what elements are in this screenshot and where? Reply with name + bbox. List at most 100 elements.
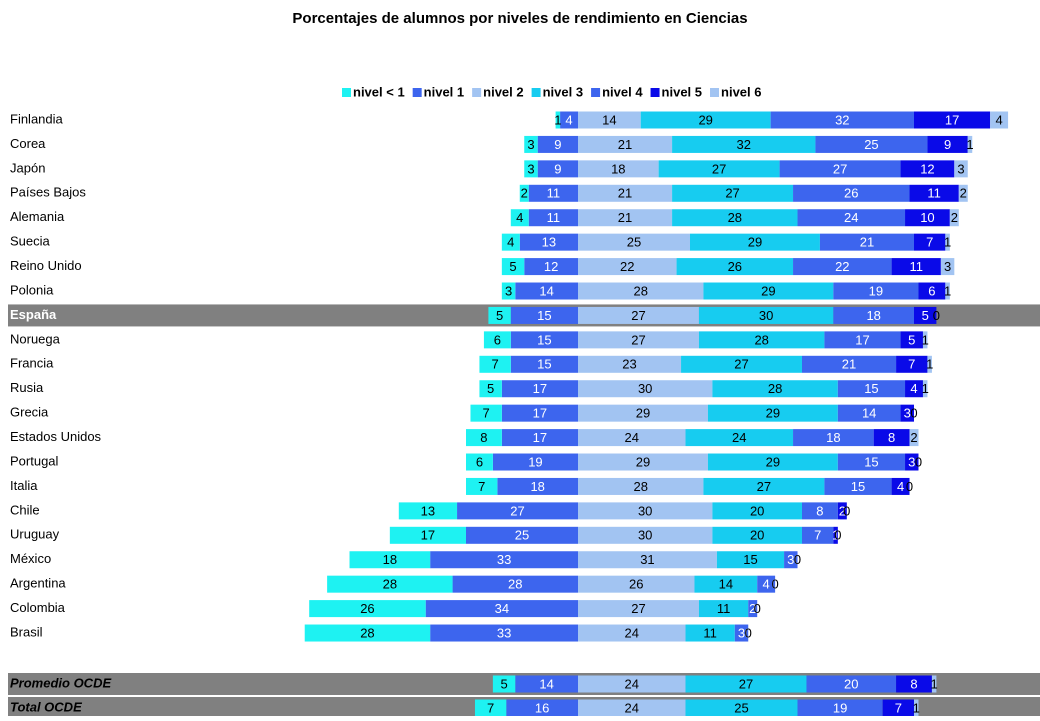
bar-segment: [578, 209, 673, 227]
bar-segment: [707, 453, 838, 471]
value-label: 27: [631, 308, 645, 323]
value-label: 1: [922, 381, 929, 396]
legend-swatch: [650, 88, 660, 97]
bar-segment: [658, 160, 780, 178]
legend-swatch: [591, 88, 601, 97]
value-label: 24: [625, 625, 639, 640]
legend-swatch: [472, 88, 482, 97]
value-label: 8: [910, 676, 917, 691]
bar-segment: [304, 624, 431, 642]
bar-segment: [519, 184, 529, 202]
bar-segment: [466, 477, 498, 495]
value-label: 28: [768, 381, 782, 396]
category-label: Reino Unido: [10, 258, 82, 273]
bar-segment: [578, 184, 673, 202]
bar-segment: [501, 404, 578, 422]
bar-segment: [578, 624, 686, 642]
bar-segment: [873, 429, 910, 447]
legend-label: nivel 2: [483, 84, 523, 99]
value-label: 1: [931, 676, 938, 691]
bar-segment: [519, 233, 578, 251]
bar-segment: [900, 331, 923, 349]
value-label: 2: [749, 601, 756, 616]
bar-segment: [578, 453, 708, 471]
bar-segment: [770, 111, 914, 129]
value-label: 27: [739, 676, 753, 691]
value-label: 1: [944, 283, 951, 298]
bar-segment: [896, 675, 932, 693]
bar-segment: [501, 282, 516, 300]
bar-segment: [515, 282, 578, 300]
bar-segment: [466, 429, 502, 447]
category-label: Colombia: [10, 600, 66, 615]
value-label: 28: [360, 625, 374, 640]
bar-segment: [537, 160, 578, 178]
bar-segment: [837, 502, 847, 520]
value-label: 29: [636, 406, 650, 421]
value-label: 18: [530, 479, 544, 494]
legend-label: nivel 3: [543, 84, 583, 99]
value-label: 7: [487, 700, 494, 715]
value-label: 28: [383, 577, 397, 592]
value-label: 3: [505, 283, 512, 298]
value-label: 0: [910, 406, 917, 421]
value-label: 3: [738, 625, 745, 640]
bar-segment: [954, 160, 968, 178]
bar-segment: [837, 380, 906, 398]
bar-segment: [802, 355, 897, 373]
bar-segment: [927, 135, 968, 153]
category-label: Brasil: [10, 624, 43, 639]
value-label: 3: [527, 161, 534, 176]
category-label: Estados Unidos: [10, 429, 102, 444]
bar-segment: [779, 160, 901, 178]
value-label: 28: [728, 210, 742, 225]
value-label: 7: [814, 528, 821, 543]
bar-segment: [466, 526, 578, 544]
value-label: 8: [816, 503, 823, 518]
bar-segment: [578, 258, 677, 276]
value-label: 0: [794, 552, 801, 567]
bar-segment: [685, 699, 798, 717]
bar-segment: [578, 355, 682, 373]
value-label: 0: [745, 625, 752, 640]
bar-segment: [430, 624, 578, 642]
bar-segment: [914, 111, 991, 129]
bar-segment: [578, 429, 686, 447]
legend-swatch: [531, 88, 541, 97]
value-label: 14: [719, 577, 733, 592]
bar-segment: [452, 575, 578, 593]
value-label: 7: [492, 357, 499, 372]
value-label: 1: [944, 235, 951, 250]
bar-segment: [940, 258, 955, 276]
bar-segment: [922, 380, 928, 398]
value-label: 5: [487, 381, 494, 396]
value-label: 1: [926, 357, 933, 372]
bar-segment: [676, 258, 794, 276]
value-label: 30: [638, 503, 652, 518]
bar-segment: [698, 306, 834, 324]
value-label: 2: [951, 210, 958, 225]
value-label: 0: [745, 625, 752, 640]
bar-segment: [672, 209, 798, 227]
value-label: 12: [920, 161, 934, 176]
legend-label: nivel 1: [424, 84, 464, 99]
value-label: 24: [844, 210, 858, 225]
bar-segment: [578, 380, 713, 398]
value-label: 22: [620, 259, 634, 274]
bar-segment: [896, 355, 928, 373]
bar-segment: [990, 111, 1009, 129]
bar-segment: [578, 404, 708, 422]
category-label: Países Bajos: [10, 185, 86, 200]
value-label: 28: [633, 479, 647, 494]
bar-segment: [922, 331, 928, 349]
bar-segment: [909, 184, 959, 202]
bar-segment: [578, 233, 690, 251]
value-label: 16: [535, 700, 549, 715]
bar-segment: [905, 453, 919, 471]
chart-title: Porcentajes de alumnos por niveles de re…: [292, 10, 747, 27]
bar-segment: [833, 306, 914, 324]
bar-segment: [578, 111, 641, 129]
value-label: 19: [833, 700, 847, 715]
bar-segment: [931, 675, 937, 693]
value-label: 21: [618, 186, 632, 201]
